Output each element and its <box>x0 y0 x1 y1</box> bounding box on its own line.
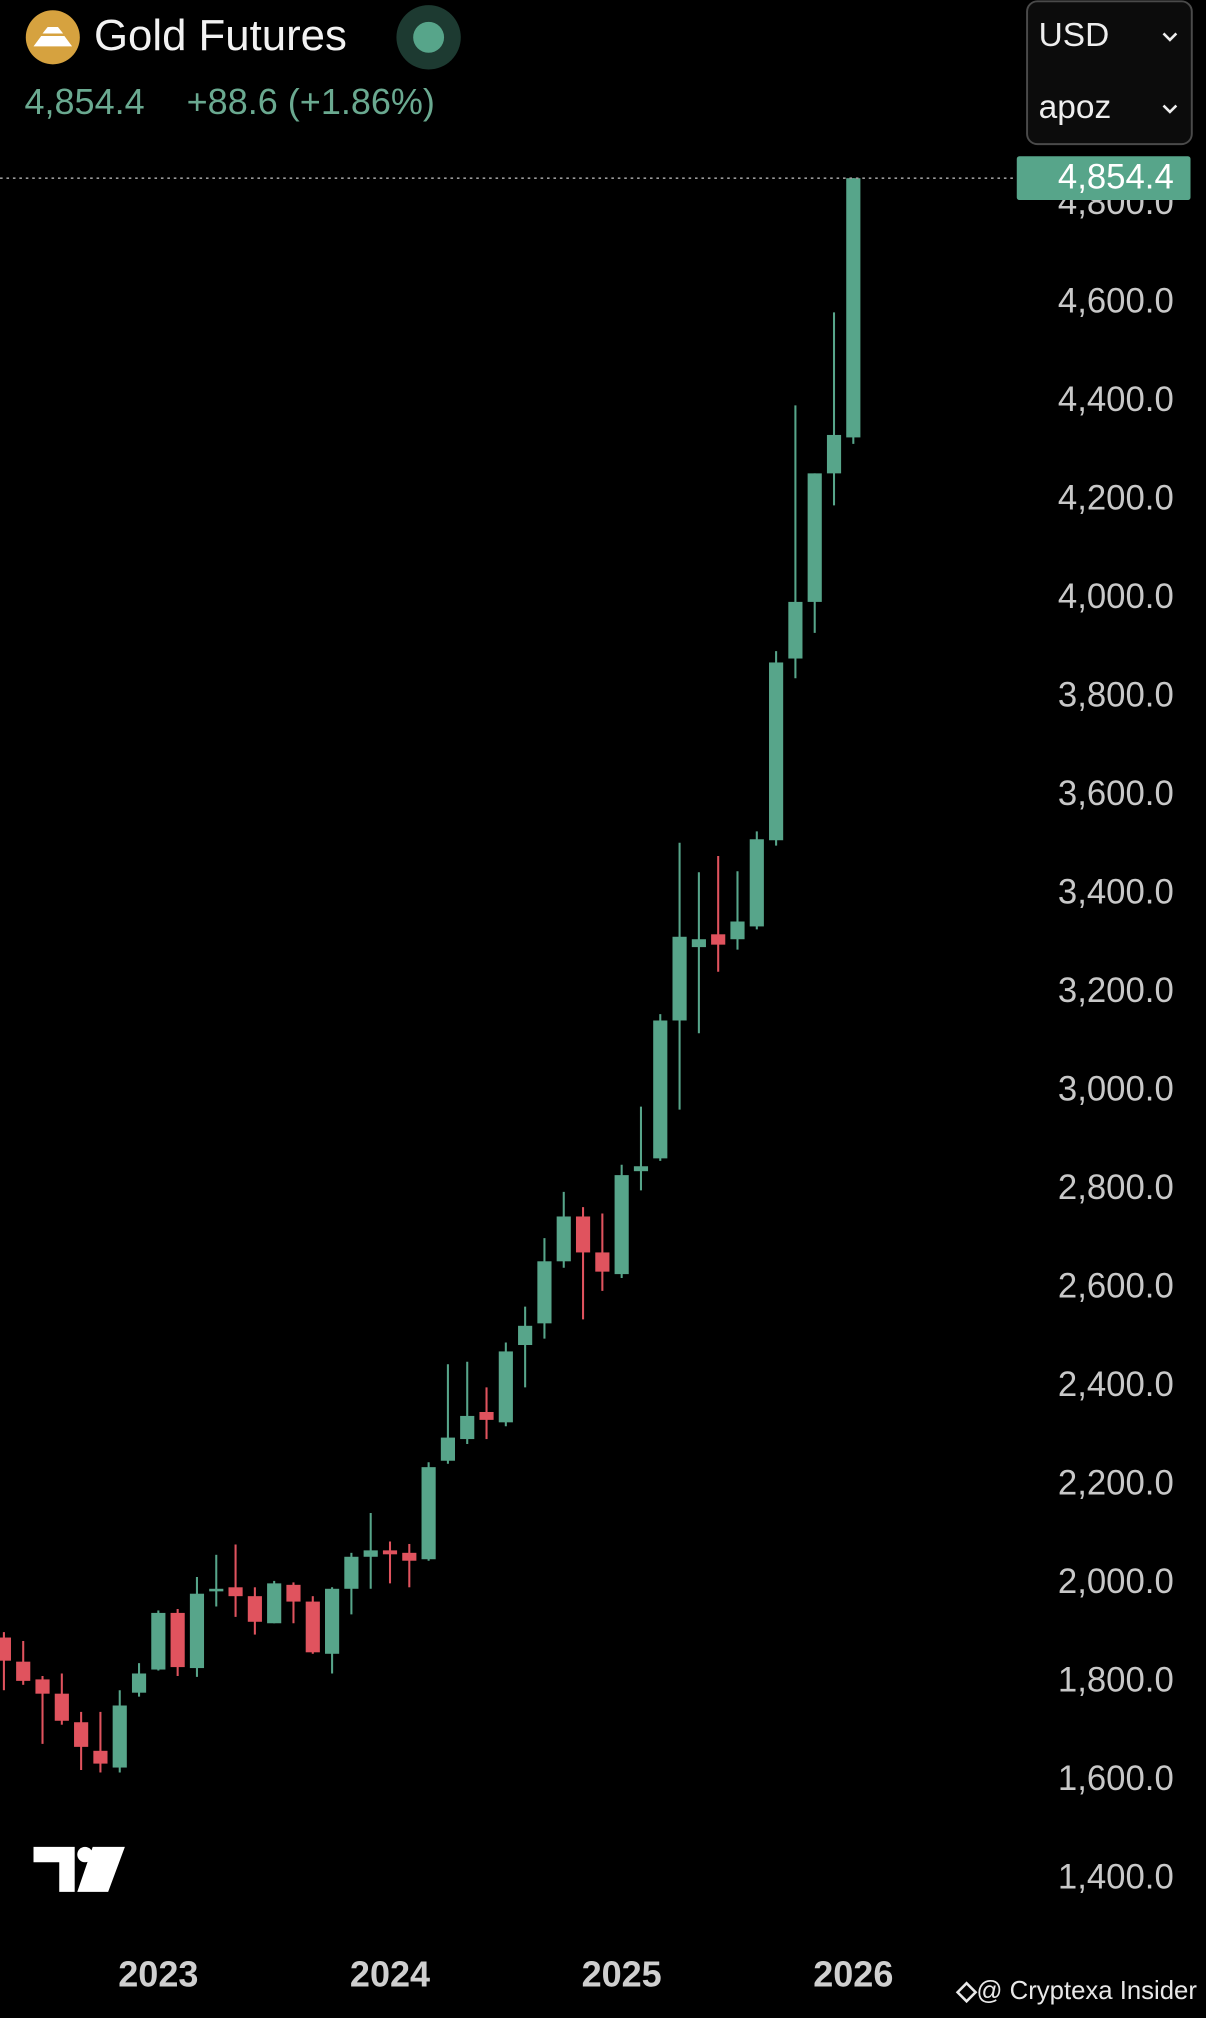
candle-body <box>54 1693 69 1721</box>
candle-body <box>672 936 687 1021</box>
candle-body <box>267 1583 282 1624</box>
candle-body <box>575 1216 591 1253</box>
chevron <box>1162 32 1178 42</box>
candle-body <box>807 473 822 602</box>
candle-body <box>16 1661 31 1681</box>
candle-body <box>749 839 764 927</box>
candle-body <box>730 921 745 940</box>
y-tick-label: 2,600.0 <box>1058 1268 1174 1306</box>
candle-body <box>344 1556 359 1589</box>
symbol-title: Gold Futures <box>94 11 347 60</box>
tv-logo-dot <box>77 1846 93 1863</box>
candle-body <box>305 1601 320 1653</box>
candle-body <box>151 1612 166 1670</box>
candle-body <box>189 1593 205 1669</box>
candle-body <box>556 1216 571 1262</box>
y-tick-label: 3,000.0 <box>1058 1071 1174 1109</box>
candle-body <box>826 434 842 474</box>
candle-body <box>498 1351 513 1423</box>
y-tick-label: 2,200.0 <box>1058 1465 1174 1503</box>
x-tick-label: 2026 <box>813 1953 893 1994</box>
last-price-tag <box>1016 156 1191 201</box>
candle-body <box>209 1588 224 1592</box>
y-tick-label: 3,600.0 <box>1058 775 1174 813</box>
y-tick-label: 4,000.0 <box>1058 578 1174 616</box>
currency-select[interactable]: USD <box>1039 17 1110 54</box>
candle-body <box>788 601 803 659</box>
candle-body <box>170 1612 185 1668</box>
candle-body <box>460 1415 475 1440</box>
y-tick-label: 4,400.0 <box>1058 381 1174 419</box>
y-tick-label: 2,400.0 <box>1058 1366 1174 1404</box>
candle-body <box>247 1596 262 1622</box>
watermark-icon <box>955 1981 978 2004</box>
candle-body <box>595 1252 610 1272</box>
candle-body <box>479 1411 494 1420</box>
candle-body <box>112 1705 127 1768</box>
candle-body <box>846 178 861 438</box>
candle-body <box>286 1584 301 1602</box>
header-change: +88.6 (+1.86%) <box>187 81 435 122</box>
candle-body <box>440 1437 455 1461</box>
y-tick-label: 1,400.0 <box>1058 1859 1174 1897</box>
candle-body <box>711 934 726 945</box>
second-select[interactable]: apoz <box>1039 89 1112 126</box>
watermark: @ Cryptexa Insider <box>976 1977 1197 2005</box>
y-tick-label: 4,600.0 <box>1058 283 1174 321</box>
x-tick-label: 2024 <box>350 1953 430 1994</box>
candle-body <box>537 1261 552 1324</box>
header-price: 4,854.4 <box>24 81 144 122</box>
y-tick-label: 3,800.0 <box>1058 677 1174 715</box>
candle-body <box>653 1020 668 1159</box>
candle-body <box>93 1750 108 1764</box>
candle-body <box>614 1175 629 1275</box>
candle-body <box>325 1588 340 1654</box>
y-tick-label: 1,600.0 <box>1058 1760 1174 1798</box>
selector-box <box>1026 0 1193 146</box>
candle-body <box>402 1552 417 1561</box>
candle-body <box>131 1673 147 1693</box>
y-tick-label: 4,200.0 <box>1058 480 1174 518</box>
status-dot <box>413 21 445 53</box>
y-tick-label: 3,200.0 <box>1058 972 1174 1010</box>
x-tick-label: 2023 <box>118 1953 198 1994</box>
tv-logo <box>33 1846 125 1892</box>
y-tick-label: 3,400.0 <box>1058 874 1174 912</box>
y-tick-label: 2,000.0 <box>1058 1563 1174 1601</box>
candle-body <box>769 662 784 841</box>
candle-body <box>35 1679 50 1694</box>
candle-body <box>518 1325 533 1346</box>
candle-body <box>633 1166 649 1172</box>
candle-body <box>382 1550 398 1555</box>
candle-body <box>363 1550 378 1557</box>
candle-body <box>74 1722 89 1747</box>
symbol-icon-bars <box>33 27 73 47</box>
candle-body <box>228 1587 243 1597</box>
chevron <box>1162 104 1178 114</box>
y-tick-label: 1,800.0 <box>1058 1662 1174 1700</box>
x-tick-label: 2025 <box>582 1953 662 1994</box>
candle-body <box>0 1637 11 1661</box>
candle-body <box>421 1467 436 1560</box>
candle-body <box>691 939 706 948</box>
last-price-label: 4,854.4 <box>1058 159 1174 197</box>
plot-area: 1,400.0 1,600.0 1,800.0 2,000.0 2,200.0 2,400… <box>0 156 1191 1994</box>
y-tick-label: 2,800.0 <box>1058 1169 1174 1207</box>
